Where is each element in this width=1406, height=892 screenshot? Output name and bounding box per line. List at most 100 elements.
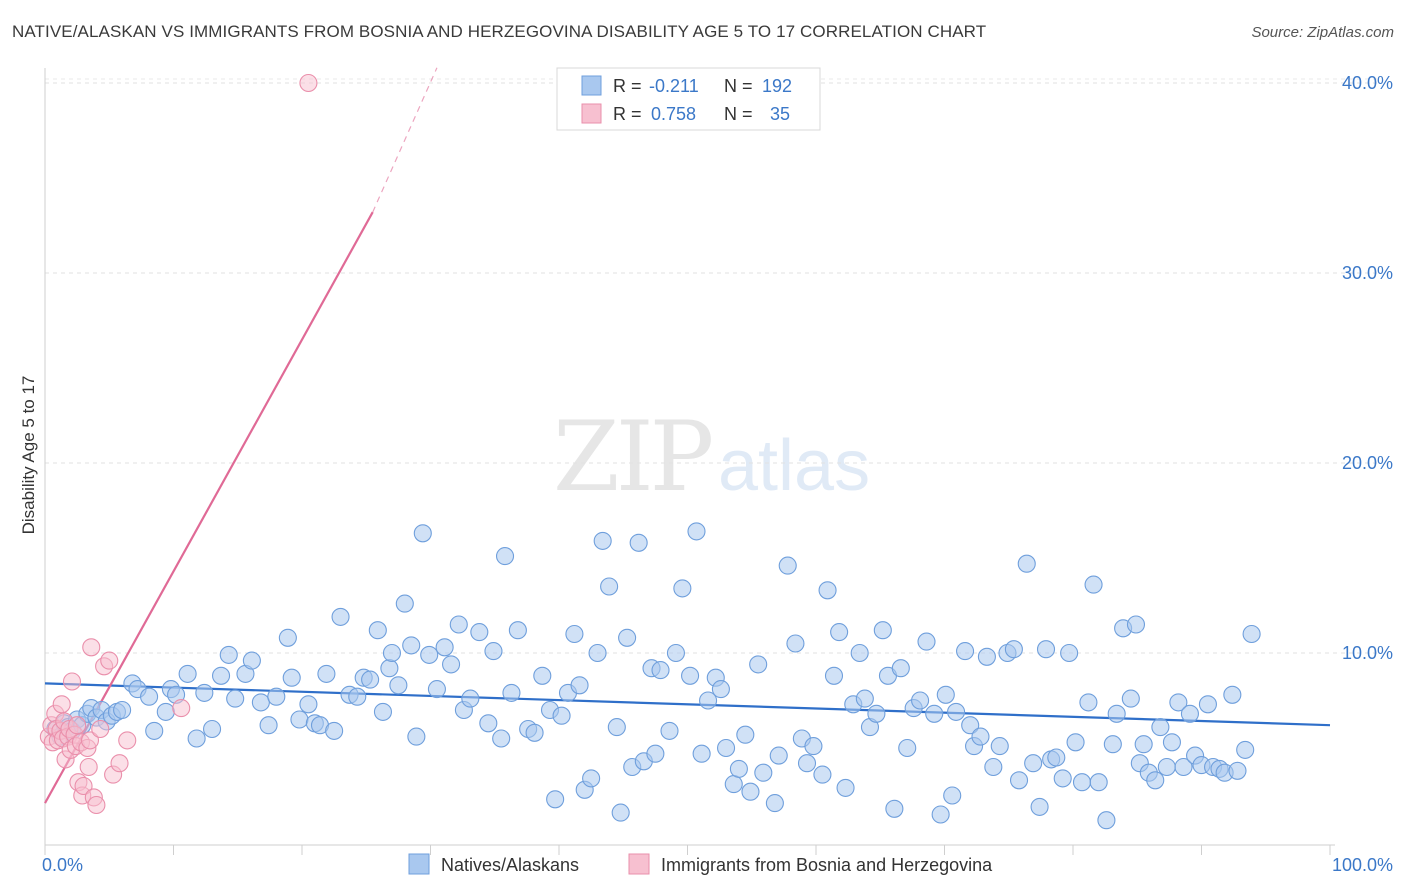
bosnia-point-21 — [74, 776, 93, 796]
natives-point-82 — [593, 531, 612, 550]
natives-point-171 — [1146, 771, 1165, 790]
natives-point-93 — [660, 721, 679, 740]
natives-point-97 — [687, 522, 706, 541]
natives-point-49 — [380, 659, 399, 678]
natives-point-175 — [1169, 693, 1188, 712]
natives-point-26 — [211, 666, 231, 685]
bosnia-point-34 — [172, 699, 191, 718]
natives-point-52 — [395, 594, 414, 613]
legend-r-value-1: -0.211 — [649, 76, 699, 96]
legend-n-label-2: N = — [724, 104, 753, 124]
natives-point-84 — [607, 718, 626, 737]
bosnia-point-28 — [91, 719, 110, 739]
natives-point-110 — [769, 746, 788, 765]
bosnia-point-33 — [118, 731, 137, 750]
natives-point-156 — [1060, 643, 1079, 663]
natives-point-166 — [1121, 689, 1140, 708]
natives-point-85 — [611, 803, 630, 822]
natives-point-105 — [736, 725, 755, 744]
bosnia-point-23 — [79, 757, 98, 777]
natives-point-137 — [943, 786, 962, 805]
natives-point-132 — [911, 691, 930, 710]
y-axis-label: Disability Age 5 to 17 — [19, 376, 38, 535]
natives-point-187 — [1242, 624, 1261, 644]
natives-point-167 — [1126, 615, 1146, 634]
natives-point-120 — [836, 778, 855, 797]
natives-point-24 — [187, 729, 206, 748]
y-tick-label-0: 10.0% — [1342, 643, 1393, 663]
natives-point-169 — [1134, 735, 1153, 754]
natives-point-91 — [646, 744, 665, 763]
bosnia-point-25 — [82, 638, 101, 657]
natives-point-102 — [716, 738, 736, 758]
bottom-legend-natives-label: Natives/Alaskans — [441, 855, 579, 875]
natives-point-144 — [984, 757, 1003, 777]
natives-point-154 — [1047, 748, 1066, 767]
natives-point-51 — [389, 676, 408, 695]
natives-point-50 — [382, 643, 402, 663]
natives-point-27 — [219, 645, 238, 664]
natives-point-53 — [402, 636, 421, 655]
natives-point-176 — [1174, 757, 1193, 777]
natives-point-134 — [925, 704, 944, 723]
natives-point-32 — [259, 716, 278, 735]
natives-point-151 — [1030, 797, 1049, 816]
natives-point-152 — [1036, 640, 1056, 659]
source-credit: Source: ZipAtlas.com — [1251, 24, 1394, 41]
bottom-legend-bosnia-label: Immigrants from Bosnia and Herzegovina — [661, 855, 993, 875]
natives-point-118 — [824, 666, 844, 685]
natives-point-36 — [290, 710, 309, 729]
natives-point-180 — [1198, 695, 1217, 714]
natives-point-40 — [317, 664, 336, 683]
natives-point-129 — [891, 659, 910, 678]
natives-point-133 — [917, 632, 936, 651]
natives-point-164 — [1107, 704, 1126, 723]
natives-point-66 — [492, 729, 511, 748]
natives-point-65 — [484, 642, 503, 661]
natives-point-77 — [565, 624, 584, 644]
legend-n-label-1: N = — [724, 76, 753, 96]
natives-point-46 — [361, 670, 380, 689]
legend-r-label-1: R = — [613, 76, 642, 96]
natives-point-116 — [813, 765, 832, 784]
grid-lines — [45, 78, 1380, 654]
legend-r-value-2: 0.758 — [651, 104, 696, 124]
natives-point-143 — [977, 647, 996, 666]
watermark: ZIP atlas — [553, 401, 870, 513]
bosnia-point-24 — [80, 731, 100, 750]
natives-point-158 — [1072, 773, 1092, 792]
natives-point-174 — [1162, 733, 1181, 752]
legend-swatch-natives — [581, 75, 602, 96]
natives-point-172 — [1151, 718, 1170, 737]
natives-point-74 — [546, 790, 565, 809]
natives-point-28 — [226, 689, 245, 708]
natives-point-111 — [778, 556, 797, 575]
natives-point-112 — [786, 634, 805, 653]
natives-point-57 — [427, 680, 446, 699]
natives-point-130 — [898, 738, 917, 758]
natives-point-128 — [885, 799, 904, 818]
trend-line-bosnia-extension — [372, 67, 438, 213]
natives-point-99 — [699, 691, 718, 710]
legend-swatch-bosnia — [581, 103, 602, 124]
natives-point-185 — [1228, 761, 1247, 780]
natives-point-18 — [140, 687, 159, 706]
bosnia-point-14 — [62, 672, 82, 691]
natives-point-122 — [850, 643, 869, 663]
natives-point-155 — [1053, 769, 1072, 788]
natives-point-56 — [420, 645, 439, 664]
natives-point-72 — [533, 666, 552, 685]
natives-point-119 — [830, 623, 849, 642]
natives-point-149 — [1017, 554, 1036, 573]
natives-point-78 — [570, 676, 589, 695]
natives-point-55 — [413, 524, 432, 543]
natives-point-92 — [651, 661, 670, 680]
x-tick-label-0: 0.0% — [42, 855, 83, 875]
chart-title: NATIVE/ALASKAN VS IMMIGRANTS FROM BOSNIA… — [12, 22, 987, 41]
natives-point-108 — [754, 763, 773, 782]
natives-point-104 — [729, 759, 748, 778]
natives-point-98 — [692, 744, 711, 763]
natives-point-101 — [711, 680, 730, 699]
natives-point-25 — [203, 719, 222, 739]
